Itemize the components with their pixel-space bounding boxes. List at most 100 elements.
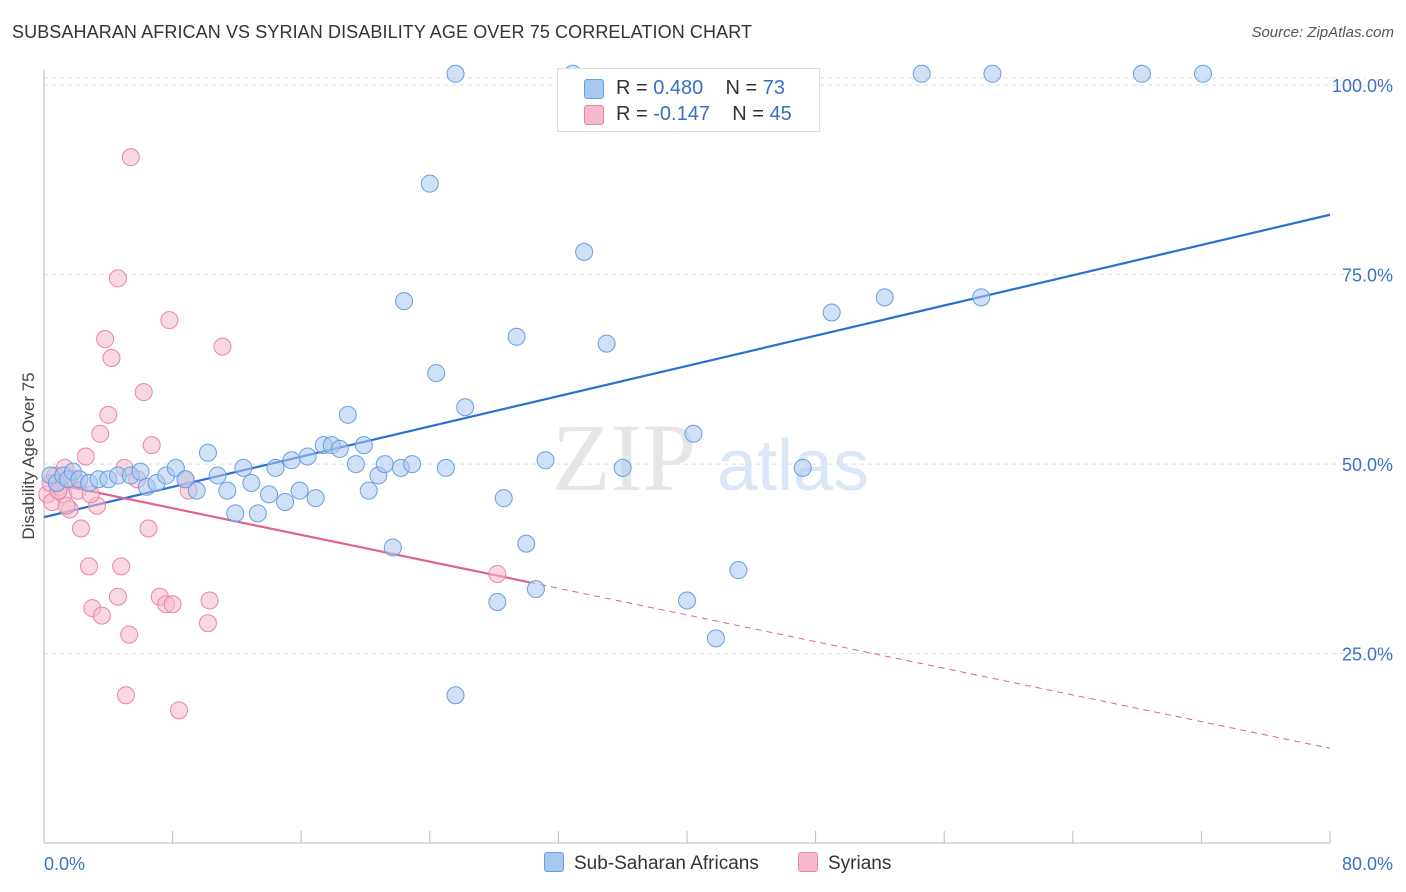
scatter-point [121,148,140,167]
scatter-point [71,519,90,538]
scatter-point [80,557,99,576]
scatter-point [198,614,217,633]
scatter-point [912,64,931,83]
scatter-point [187,481,206,500]
legend-swatch-syrian [584,105,604,125]
scatter-point [248,504,267,523]
scatter-point [198,443,217,462]
watermark: ZIP atlas [552,404,869,511]
scatter-point [507,327,526,346]
scatter-point [456,398,475,417]
scatter-point [290,481,309,500]
bottom-legend-subsaharan: Sub-Saharan Africans [544,852,759,875]
scatter-point [92,606,111,625]
legend-n-label: N = [725,77,763,99]
trend-line-subsaharan [43,213,1331,519]
scatter-point [282,451,301,470]
scatter-point [57,496,76,515]
trend-line-syrian [43,480,530,584]
scatter-point [163,595,182,614]
scatter-point [706,629,725,648]
y-tick-label: 25.0% [1342,645,1393,665]
legend-r-value: 0.480 [653,77,704,99]
correlation-legend: R = 0.480 N = 73 R = -0.147 N = 45 [557,68,820,132]
scatter-point [375,455,394,474]
legend-n-value: 45 [769,103,792,125]
scatter-point [108,587,127,606]
scatter-point [176,470,195,489]
scatter-point [729,561,748,580]
legend-r-label: R = [616,77,654,99]
scatter-point [494,489,513,508]
scatter-point [597,334,616,353]
scatter-point [120,625,139,644]
scatter-point [226,504,245,523]
scatter-point [99,405,118,424]
data-points [38,64,1213,720]
scatter-point [972,288,991,307]
bottom-legend-swatch-syrian [798,852,818,872]
scatter-point [403,455,422,474]
scatter-point [76,447,95,466]
scatter-point [112,557,131,576]
grid-lines [44,77,1366,655]
scatter-point [822,303,841,322]
legend-r-label: R = [616,103,654,125]
scatter-point [354,436,373,455]
scatter-point [116,686,135,705]
scatter-point [613,458,632,477]
scatter-point [234,458,253,477]
scatter-point [218,481,237,500]
y-tick-label: 100.0% [1332,76,1393,96]
scatter-point [684,424,703,443]
bottom-legend-syrian: Syrians [798,852,891,875]
scatter-point [420,174,439,193]
trend-line-syrian-extension [529,581,1331,749]
scatter-point [1132,64,1151,83]
x-tick-label: 80.0% [1342,854,1393,874]
scatter-point [208,466,227,485]
scatter-point [139,519,158,538]
x-tick-label: 0.0% [44,854,85,874]
scatter-point [517,534,536,553]
watermark-zip: ZIP [552,404,696,511]
scatter-point [383,538,402,557]
scatter-point [306,489,325,508]
trend-lines [43,213,1331,749]
scatter-point [446,686,465,705]
scatter-point [436,458,455,477]
watermark-atlas: atlas [717,426,869,506]
scatter-point [170,701,189,720]
bottom-legend-label: Syrians [828,853,892,874]
scatter-point [488,564,507,583]
scatter-point [96,330,115,349]
legend-n-label: N = [732,103,770,125]
y-tick-label: 50.0% [1342,455,1393,475]
y-tick-label: 75.0% [1342,266,1393,286]
chart-title: SUBSAHARAN AFRICAN VS SYRIAN DISABILITY … [12,22,753,42]
scatter-point [134,383,153,402]
y-axis-label: Disability Age Over 75 [19,372,38,539]
scatter-point [536,451,555,470]
scatter-point [575,242,594,261]
scatter-point [213,337,232,356]
scatter-point [91,424,110,443]
legend-swatch-subsaharan [584,79,604,99]
scatter-point [346,455,365,474]
scatter-point [266,458,285,477]
scatter-point [142,436,161,455]
scatter-point [131,462,150,481]
scatter-point [875,288,894,307]
scatter-point [108,269,127,288]
scatter-point [793,458,812,477]
legend-n-value: 73 [762,77,786,99]
scatter-point [102,348,121,367]
legend-r-value: -0.147 [653,103,710,125]
axes [43,70,1331,844]
scatter-point [526,580,545,599]
scatter-point [338,405,357,424]
scatter-point [242,474,261,493]
bottom-legend-swatch-subsaharan [544,852,564,872]
bottom-legend-label: Sub-Saharan Africans [574,853,759,874]
